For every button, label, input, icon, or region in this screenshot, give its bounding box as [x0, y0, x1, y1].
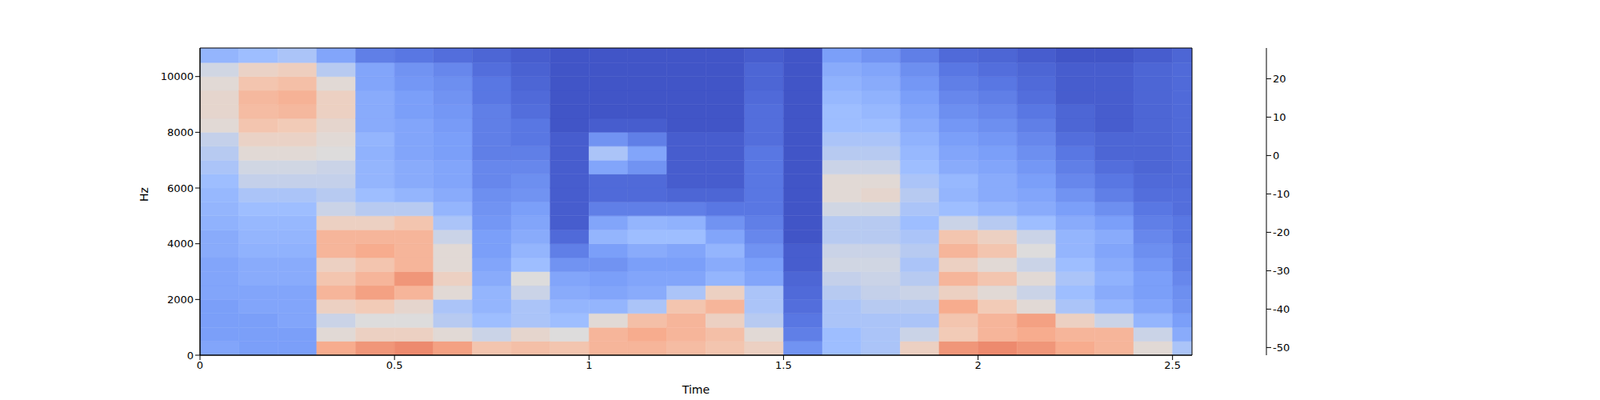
svg-text:Hz: Hz: [137, 187, 151, 202]
svg-text:0.5: 0.5: [386, 359, 404, 372]
svg-text:10: 10: [1272, 111, 1287, 124]
svg-text:-30: -30: [1272, 264, 1290, 277]
svg-text:0: 0: [187, 349, 194, 362]
svg-text:1.5: 1.5: [775, 359, 792, 372]
svg-text:4000: 4000: [167, 237, 194, 250]
svg-text:2000: 2000: [167, 293, 194, 306]
svg-text:1: 1: [585, 359, 592, 372]
svg-text:-10: -10: [1272, 188, 1290, 200]
svg-text:-40: -40: [1272, 303, 1290, 316]
svg-text:-20: -20: [1272, 226, 1290, 239]
svg-text:10000: 10000: [160, 70, 194, 83]
svg-text:Time: Time: [681, 383, 710, 396]
svg-text:8000: 8000: [167, 126, 194, 139]
svg-text:2.5: 2.5: [1164, 359, 1181, 372]
svg-text:6000: 6000: [167, 182, 194, 195]
svg-text:20: 20: [1272, 72, 1287, 85]
svg-text:0: 0: [1272, 149, 1280, 162]
svg-text:-50: -50: [1272, 341, 1290, 354]
svg-text:0: 0: [196, 359, 204, 372]
svg-text:2: 2: [974, 359, 981, 372]
